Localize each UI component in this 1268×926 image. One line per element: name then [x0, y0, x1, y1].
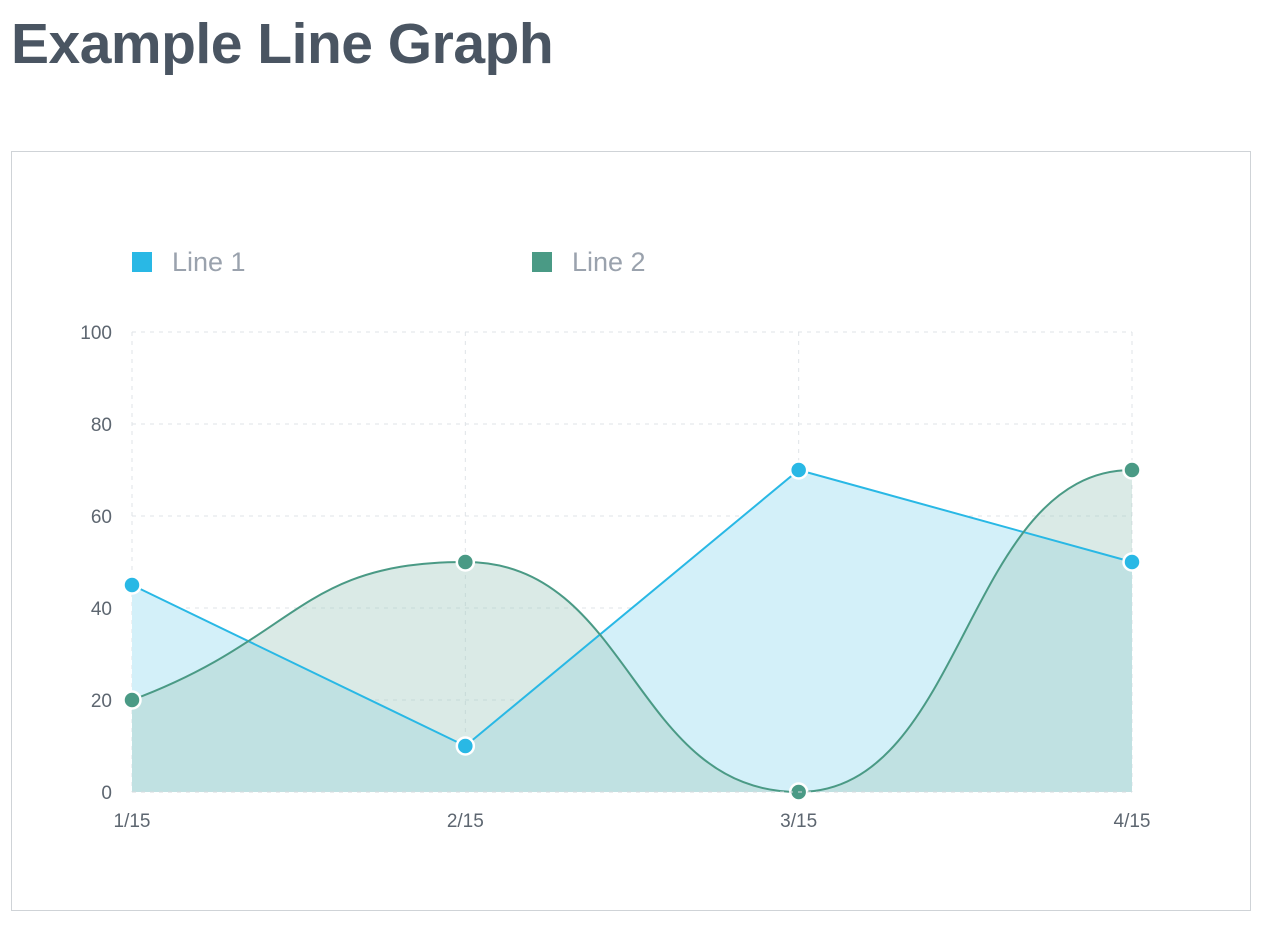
- legend-swatch-line-2: [532, 252, 552, 272]
- legend-item-line-2[interactable]: Line 2: [532, 244, 646, 280]
- data-point-line-2: [1122, 460, 1142, 480]
- data-point-line-1: [788, 460, 809, 480]
- x-tick-label: 2/15: [447, 811, 484, 832]
- legend-item-line-1[interactable]: Line 1: [132, 244, 246, 280]
- y-tick-label: 80: [91, 415, 112, 436]
- legend-label-line-2: Line 2: [572, 247, 646, 277]
- page-title: Example Line Graph: [11, 12, 554, 76]
- data-point-line-2: [455, 552, 476, 572]
- x-tick-label: 1/15: [114, 811, 151, 832]
- legend-label-line-1: Line 1: [172, 247, 246, 277]
- series-line-line-2: [131, 469, 1133, 794]
- series-points: [122, 460, 1142, 802]
- y-tick-label: 100: [80, 323, 112, 344]
- series-line-line-1: [131, 468, 1133, 748]
- data-point-line-1: [122, 575, 142, 595]
- y-axis-labels: 0 20 40 60 80 100: [80, 323, 112, 804]
- x-axis-labels: 1/15 2/15 3/15 4/15: [114, 811, 1151, 832]
- x-tick-label: 3/15: [780, 811, 817, 832]
- chart-container: [11, 151, 1251, 911]
- series-areas: [132, 470, 1132, 792]
- x-tick-label: 4/15: [1114, 811, 1151, 832]
- series-area-line-1: [132, 470, 1132, 792]
- y-tick-label: 40: [91, 599, 112, 620]
- data-point-line-1: [1122, 552, 1142, 572]
- series-lines: [131, 468, 1133, 794]
- data-point-line-2: [122, 690, 142, 710]
- y-tick-label: 0: [101, 783, 112, 804]
- y-tick-label: 60: [91, 507, 112, 528]
- legend-swatch-line-1: [132, 252, 152, 272]
- data-point-line-1: [455, 736, 476, 756]
- series-area-line-2: [132, 470, 1132, 792]
- y-tick-label: 20: [91, 691, 112, 712]
